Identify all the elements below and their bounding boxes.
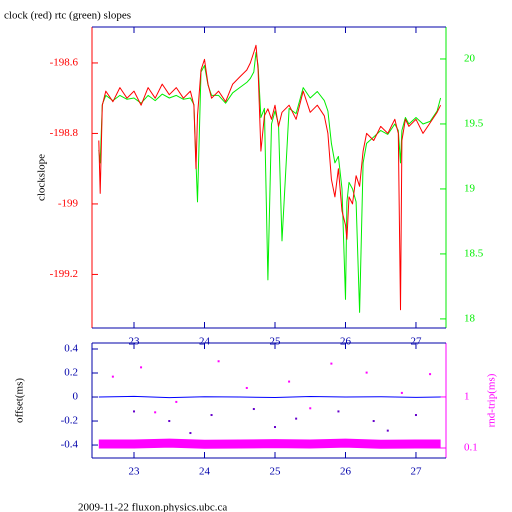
y-axis-label: clockslope [36, 154, 48, 201]
x-tick-label: 25 [269, 336, 281, 348]
point [252, 408, 255, 411]
x-tick-label: 24 [199, 466, 211, 478]
x-tick-label: 26 [340, 466, 352, 478]
point [175, 400, 178, 403]
x-tick-label: 26 [340, 336, 352, 348]
point [337, 410, 340, 413]
point [365, 371, 368, 374]
x-tick-label: 27 [410, 336, 422, 348]
y2-tick-label: 0.1 [464, 442, 478, 454]
chart-title: clock (red) rtc (green) slopes [4, 10, 131, 22]
point [111, 375, 114, 378]
point [140, 366, 143, 369]
point [400, 391, 403, 394]
point [386, 429, 389, 432]
x-tick-label: 24 [199, 336, 211, 348]
y-axis-label: offset(ms) [14, 378, 26, 423]
y2-tick-label: 19 [464, 182, 476, 194]
y2-tick-label: 18 [464, 312, 476, 324]
point [154, 411, 157, 414]
band [98, 438, 441, 449]
x-tick-label: 23 [129, 466, 141, 478]
y-tick-label: -0.2 [61, 415, 78, 427]
point [288, 380, 291, 383]
point [295, 417, 298, 420]
y-tick-label: 0.2 [64, 367, 78, 379]
point [217, 360, 220, 363]
x-tick-label: 23 [129, 336, 141, 348]
series-line [98, 395, 441, 399]
series-line [98, 52, 442, 313]
y-tick-label: -198.8 [50, 127, 79, 139]
y-tick-label: 0.4 [64, 343, 78, 355]
y-tick-label: -0.4 [61, 439, 79, 451]
point [133, 410, 136, 413]
point [372, 420, 375, 423]
point [330, 362, 333, 365]
y-tick-label: -199.2 [50, 268, 78, 280]
point [189, 432, 192, 435]
point [245, 386, 248, 389]
point [429, 373, 432, 376]
y2-axis-label: rnd-trip(ms) [486, 373, 498, 427]
y-tick-label: 0 [73, 391, 79, 403]
y2-tick-label: 19.5 [464, 117, 484, 129]
y2-tick-label: 1 [464, 390, 470, 402]
point [168, 420, 171, 423]
series-line [98, 44, 442, 311]
y2-tick-label: 20 [464, 53, 476, 65]
point [309, 407, 312, 410]
footer: 2009-11-22 fluxon.physics.ubc.ca [78, 502, 227, 512]
y-tick-label: -199 [58, 197, 79, 209]
x-tick-label: 25 [269, 466, 281, 478]
y-tick-label: -198.6 [50, 56, 79, 68]
point [273, 426, 276, 429]
point [414, 414, 417, 417]
x-tick-label: 27 [410, 466, 422, 478]
point [210, 414, 213, 417]
y2-tick-label: 18.5 [464, 247, 484, 259]
